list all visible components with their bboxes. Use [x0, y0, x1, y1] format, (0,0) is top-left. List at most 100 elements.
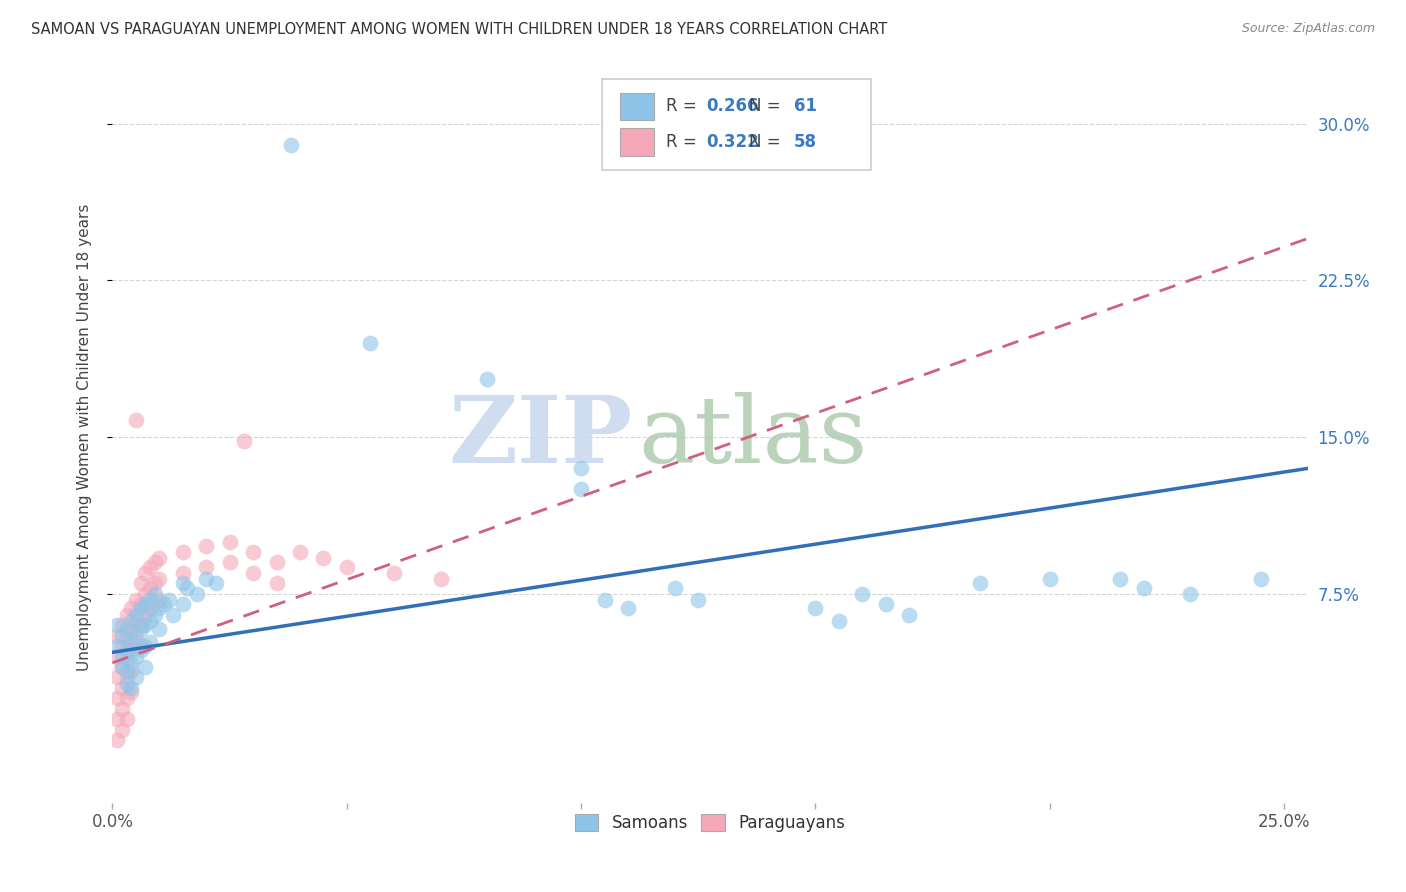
Point [125, 629, 148, 643]
Point [176, 581, 198, 595]
Point [617, 601, 640, 615]
Point [115, 670, 138, 684]
Point [804, 601, 827, 615]
Point [1039, 572, 1062, 586]
Point [312, 551, 335, 566]
Point [143, 576, 166, 591]
Point [898, 607, 921, 622]
Point [218, 556, 240, 570]
Point [157, 593, 180, 607]
Point [139, 635, 162, 649]
Point [139, 614, 162, 628]
Text: N =: N = [749, 97, 786, 115]
Point [242, 566, 264, 580]
Point [111, 649, 134, 664]
Legend: Samoans, Paraguayans: Samoans, Paraguayans [568, 807, 852, 838]
Point [111, 702, 134, 716]
Point [120, 635, 142, 649]
Point [153, 597, 176, 611]
Point [129, 576, 152, 591]
Point [195, 539, 218, 553]
Point [120, 643, 142, 657]
Point [134, 660, 156, 674]
Point [125, 593, 148, 607]
Point [477, 371, 499, 385]
Point [120, 664, 142, 678]
Point [148, 572, 170, 586]
Point [143, 556, 166, 570]
Point [143, 607, 166, 622]
Point [125, 635, 148, 649]
Point [125, 670, 148, 684]
Point [111, 660, 134, 674]
Point [115, 623, 138, 637]
Point [134, 618, 156, 632]
Point [115, 607, 138, 622]
Point [148, 601, 170, 615]
Point [266, 556, 288, 570]
Point [134, 607, 156, 622]
Point [120, 623, 142, 637]
Text: Source: ZipAtlas.com: Source: ZipAtlas.com [1241, 22, 1375, 36]
Point [593, 593, 616, 607]
Point [134, 639, 156, 653]
Text: 0.322: 0.322 [706, 133, 759, 152]
Point [851, 587, 873, 601]
Point [120, 685, 142, 699]
Point [105, 733, 128, 747]
Text: ZIP: ZIP [449, 392, 633, 482]
Point [969, 576, 991, 591]
Point [569, 483, 592, 497]
Point [828, 614, 851, 628]
Point [139, 601, 162, 615]
Point [172, 566, 194, 580]
Point [1132, 581, 1154, 595]
Point [115, 629, 138, 643]
Point [569, 461, 592, 475]
Point [115, 712, 138, 726]
Point [120, 601, 142, 615]
Point [105, 618, 128, 632]
Point [148, 593, 170, 607]
Point [115, 664, 138, 678]
Point [688, 593, 710, 607]
Point [195, 572, 218, 586]
Point [129, 601, 152, 615]
Point [280, 137, 302, 152]
Point [195, 559, 218, 574]
Point [336, 559, 359, 574]
Text: atlas: atlas [638, 392, 868, 482]
Point [1250, 572, 1272, 586]
Point [125, 614, 148, 628]
Point [129, 623, 152, 637]
Point [134, 566, 156, 580]
Point [204, 576, 226, 591]
Point [105, 629, 128, 643]
Point [1109, 572, 1132, 586]
Point [111, 639, 134, 653]
Point [382, 566, 405, 580]
Point [186, 587, 208, 601]
Point [875, 597, 897, 611]
Point [129, 643, 152, 657]
Point [115, 649, 138, 664]
Text: R =: R = [666, 97, 702, 115]
Point [266, 576, 288, 591]
Point [429, 572, 451, 586]
Point [105, 649, 128, 664]
Point [111, 681, 134, 695]
Point [105, 670, 128, 684]
Point [172, 597, 194, 611]
Point [129, 639, 152, 653]
Point [105, 691, 128, 706]
Point [148, 551, 170, 566]
Point [125, 413, 148, 427]
Point [242, 545, 264, 559]
FancyBboxPatch shape [603, 78, 872, 170]
Point [105, 639, 128, 653]
Text: R =: R = [666, 133, 702, 152]
Point [120, 656, 142, 670]
Point [143, 587, 166, 601]
Point [105, 712, 128, 726]
Point [115, 676, 138, 690]
